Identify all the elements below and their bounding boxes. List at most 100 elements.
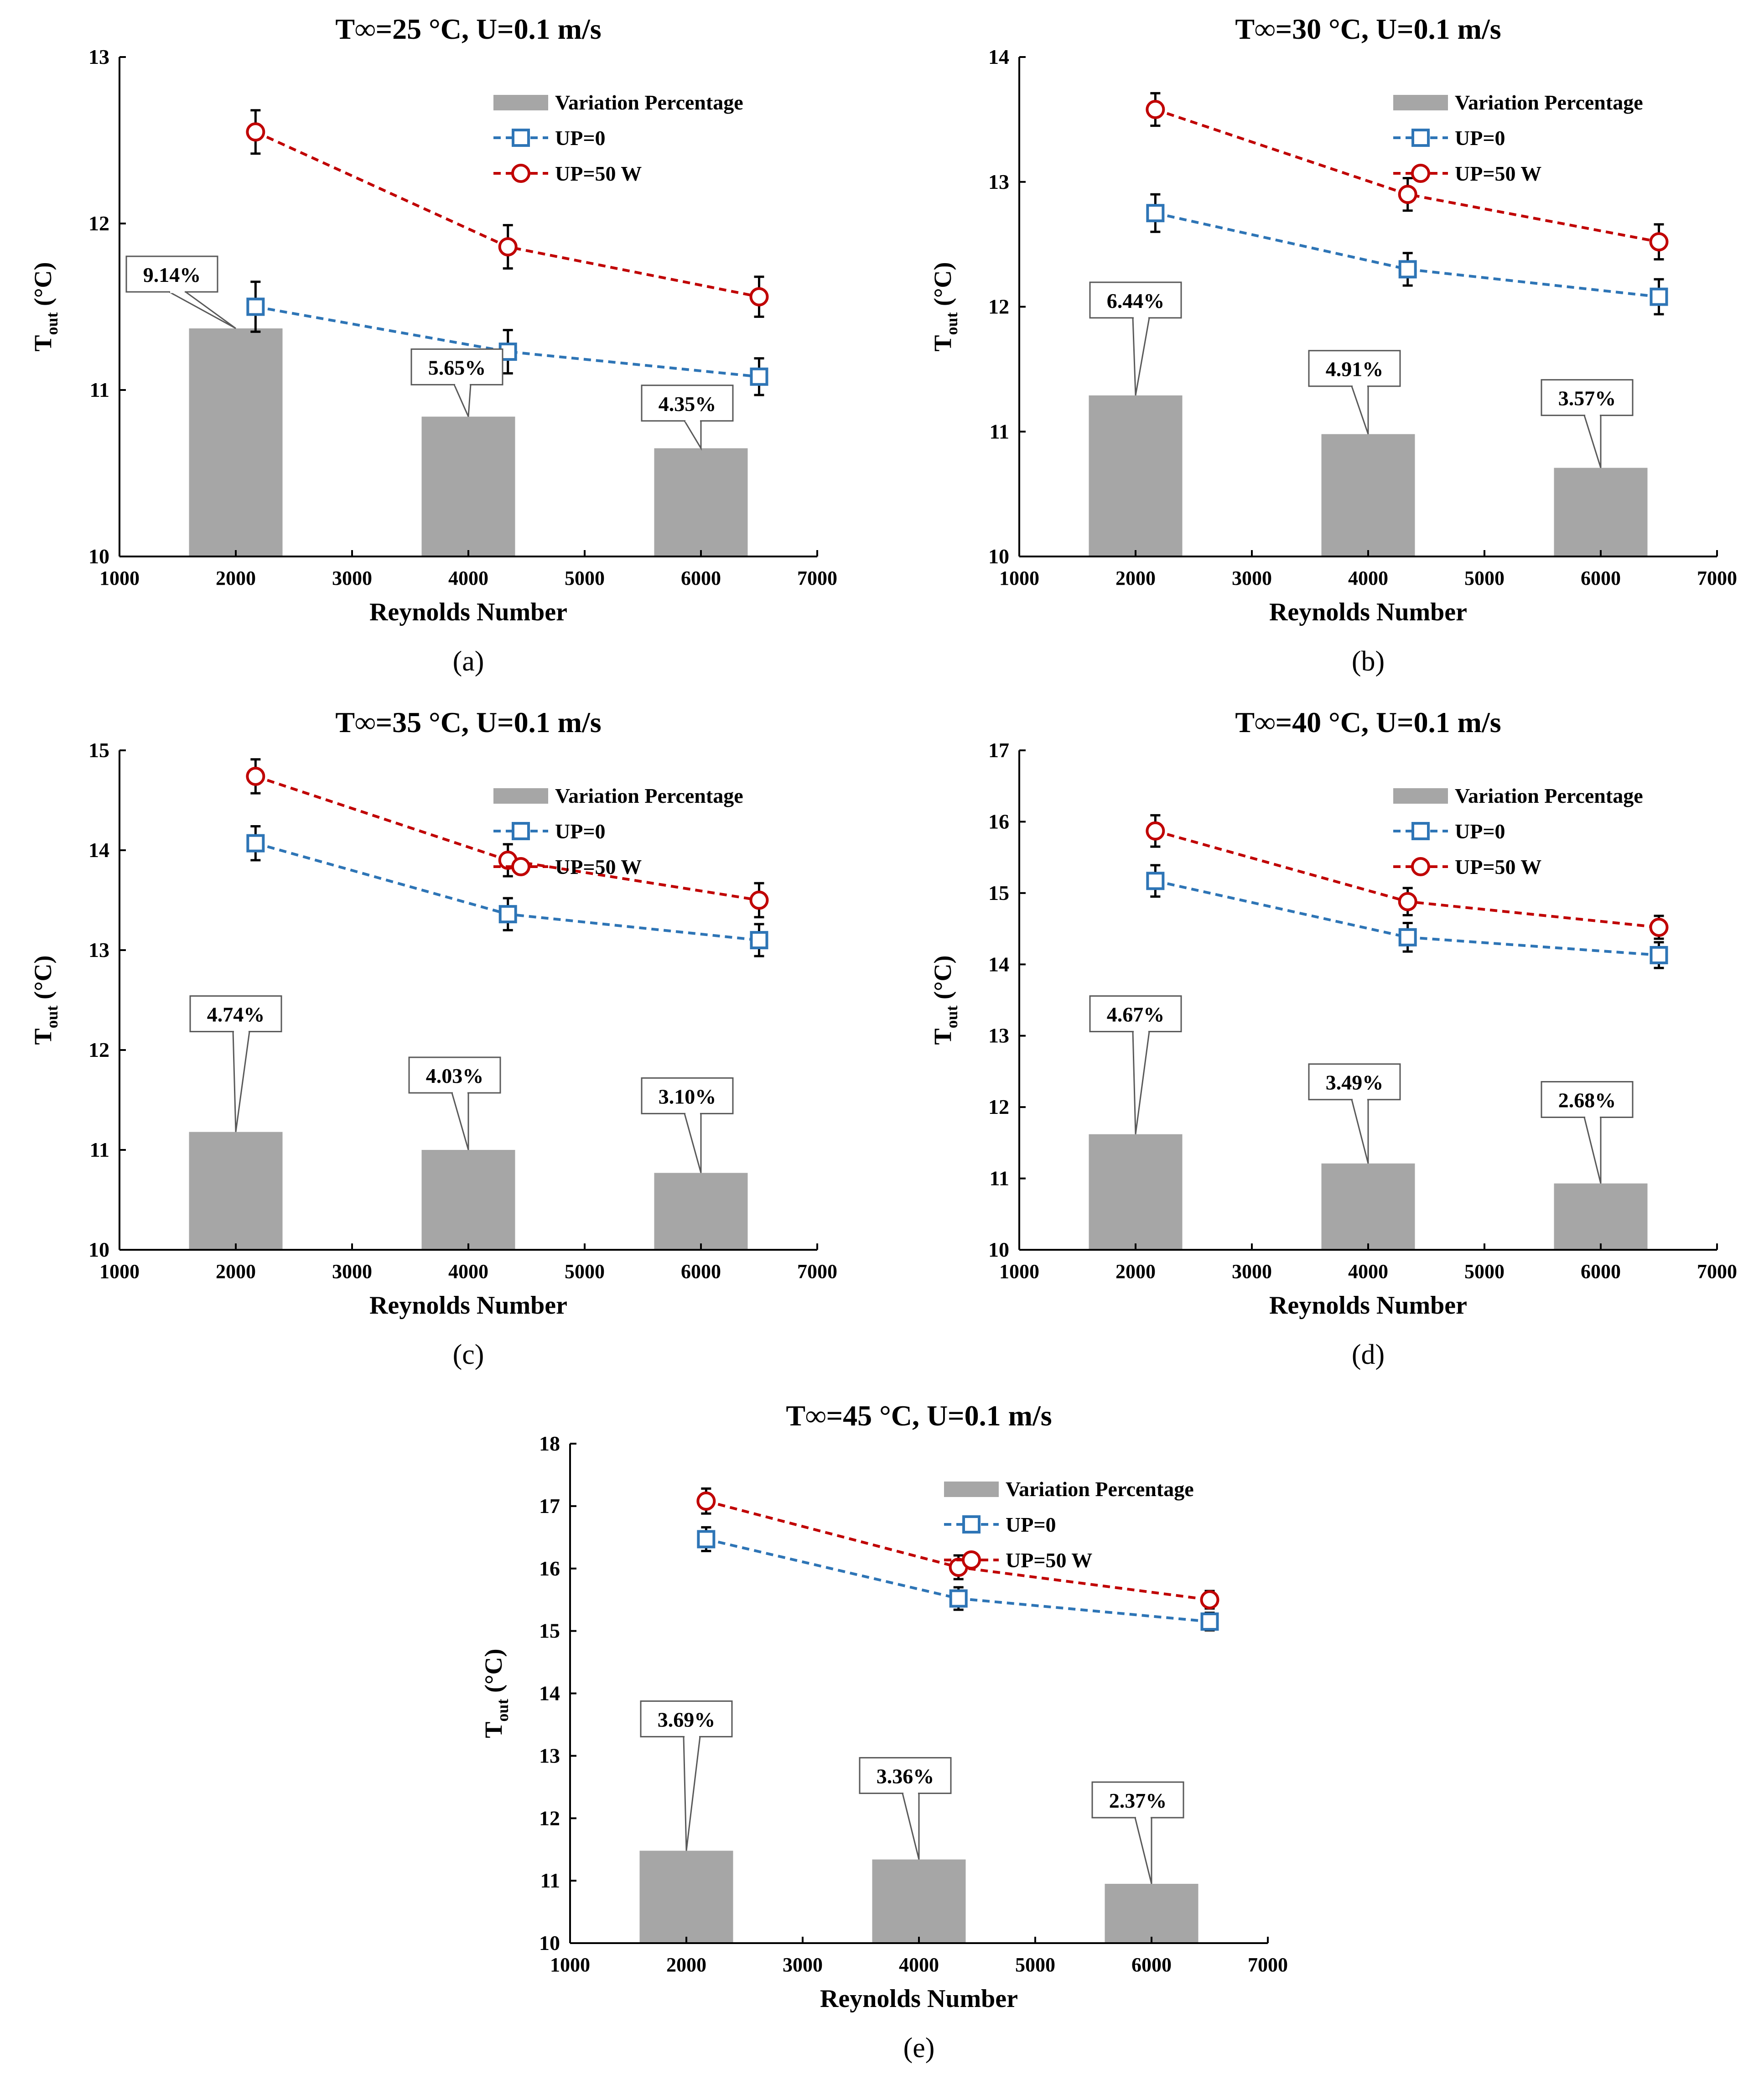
data-point-up0 [750, 931, 768, 950]
variation-bar [1089, 1134, 1183, 1250]
y-tick-label: 11 [90, 378, 109, 401]
y-axis-label-sub: out [493, 1699, 512, 1722]
legend-swatch-bar [493, 95, 548, 110]
x-tick-label: 5000 [565, 1260, 605, 1283]
callout-pointer [902, 1793, 920, 1860]
callout-box [1308, 1063, 1401, 1101]
data-point-up0 [1650, 287, 1668, 306]
chart-title: T∞=40 °C, U=0.1 m/s [1235, 706, 1501, 738]
x-tick-label: 2000 [1115, 1260, 1156, 1283]
y-axis-label-main: T [929, 1029, 956, 1045]
y-axis-label-main: T [29, 335, 57, 352]
panel-label: (d) [1352, 1339, 1385, 1370]
data-point-up50 [749, 287, 769, 307]
chart-panel-b: T∞=30 °C, U=0.1 m/s 6.44% 4.91% 3.57% 10 11 12… [929, 13, 1737, 677]
panel-label: (a) [453, 646, 484, 677]
legend-label: UP=0 [555, 820, 606, 843]
callout-box [859, 1757, 952, 1794]
y-tick-label: 12 [539, 1806, 560, 1830]
variation-bar [872, 1859, 966, 1943]
legend-marker-up0 [512, 822, 530, 840]
data-point-up50 [1649, 232, 1669, 252]
x-tick-label: 4000 [448, 567, 488, 589]
callout-pointer [169, 291, 236, 329]
data-point-up0 [1398, 260, 1417, 279]
y-axis-label-unit: (°C) [29, 955, 57, 1005]
panel-label: (c) [453, 1339, 484, 1370]
y-tick-label: 10 [988, 1238, 1009, 1261]
data-point-up0 [498, 905, 517, 924]
y-tick-label: 14 [988, 45, 1009, 68]
legend-label: Variation Percentage [1455, 784, 1643, 807]
callout-box [408, 1056, 501, 1094]
y-axis-label: Tout (°C) [929, 262, 961, 351]
data-point-up50 [1649, 917, 1669, 937]
chart-title: T∞=45 °C, U=0.1 m/s [786, 1399, 1052, 1432]
panel-label: (e) [903, 2033, 935, 2064]
data-point-up0 [1398, 928, 1417, 946]
x-tick-label: 4000 [448, 1260, 488, 1283]
x-tick-label: 1000 [999, 1260, 1039, 1283]
callout-label: 4.03% [426, 1064, 484, 1087]
data-point-up50 [498, 237, 518, 257]
callout-label: 4.35% [659, 392, 716, 416]
data-point-up50 [246, 122, 265, 142]
data-point-up0 [697, 1530, 716, 1549]
y-tick-label: 10 [988, 545, 1009, 568]
chart-title: T∞=35 °C, U=0.1 m/s [335, 706, 601, 738]
x-tick-label: 3000 [783, 1954, 823, 1976]
x-axis-label: Reynolds Number [820, 1985, 1018, 2013]
callout-pointer [1132, 317, 1150, 396]
legend: Variation Percentage UP=0 UP=50 W [493, 91, 743, 185]
series-line-up0 [255, 305, 759, 378]
callout-pointer [1134, 1817, 1152, 1884]
callout-box [1091, 1781, 1184, 1819]
y-tick-label: 10 [88, 545, 109, 568]
data-point-up0 [246, 834, 265, 853]
y-axis-label-unit: (°C) [929, 262, 956, 312]
data-point-up0 [1146, 872, 1165, 890]
x-tick-label: 3000 [332, 567, 372, 589]
y-tick-label: 16 [539, 1557, 560, 1580]
variation-bar [639, 1851, 733, 1943]
callout-label: 3.36% [877, 1765, 934, 1788]
callout-box [1308, 350, 1401, 387]
callout-label: 4.91% [1326, 358, 1384, 381]
data-point-up50 [1146, 99, 1165, 119]
y-axis-label-sub: out [43, 1006, 61, 1029]
legend-label: UP=50 W [555, 855, 642, 879]
variation-bar [421, 1150, 515, 1250]
y-axis-label-main: T [929, 335, 956, 352]
chart-panel-d: T∞=40 °C, U=0.1 m/s 4.67% 3.49% 2.68% 10 11 12… [929, 706, 1737, 1370]
callout-box [410, 348, 503, 385]
series-line-up50 [255, 130, 760, 298]
callout-box [1541, 379, 1634, 416]
legend-marker-up0 [1411, 822, 1430, 840]
data-point-up0 [1146, 204, 1165, 223]
callout-label: 3.57% [1558, 387, 1616, 410]
callout-box [641, 385, 734, 422]
y-axis-label-sub: out [43, 312, 61, 335]
variation-bar [421, 416, 515, 556]
y-tick-label: 11 [990, 420, 1009, 443]
callout-box [1541, 1081, 1634, 1118]
legend-label: UP=0 [1455, 126, 1505, 150]
callout-label: 3.10% [659, 1085, 716, 1108]
x-tick-label: 3000 [332, 1260, 372, 1283]
legend-label: Variation Percentage [555, 784, 743, 807]
variation-bar [1554, 1183, 1648, 1250]
y-tick-label: 14 [88, 838, 109, 862]
y-axis-label-sub: out [943, 1006, 961, 1029]
x-tick-label: 2000 [1115, 567, 1156, 589]
legend: Variation Percentage UP=0 UP=50 W [944, 1477, 1194, 1572]
legend-label: UP=50 W [1006, 1549, 1092, 1572]
data-point-up0 [949, 1589, 968, 1608]
chart-panel-c: T∞=35 °C, U=0.1 m/s 4.74% 4.03% 3.10% 10 11 12… [29, 706, 837, 1370]
legend: Variation Percentage UP=0 UP=50 W [493, 784, 743, 879]
y-axis-label-main: T [29, 1029, 57, 1045]
x-tick-label: 6000 [1581, 567, 1621, 589]
data-point-up50 [749, 890, 769, 910]
variation-bar [1089, 395, 1183, 556]
x-tick-label: 3000 [1232, 1260, 1272, 1283]
